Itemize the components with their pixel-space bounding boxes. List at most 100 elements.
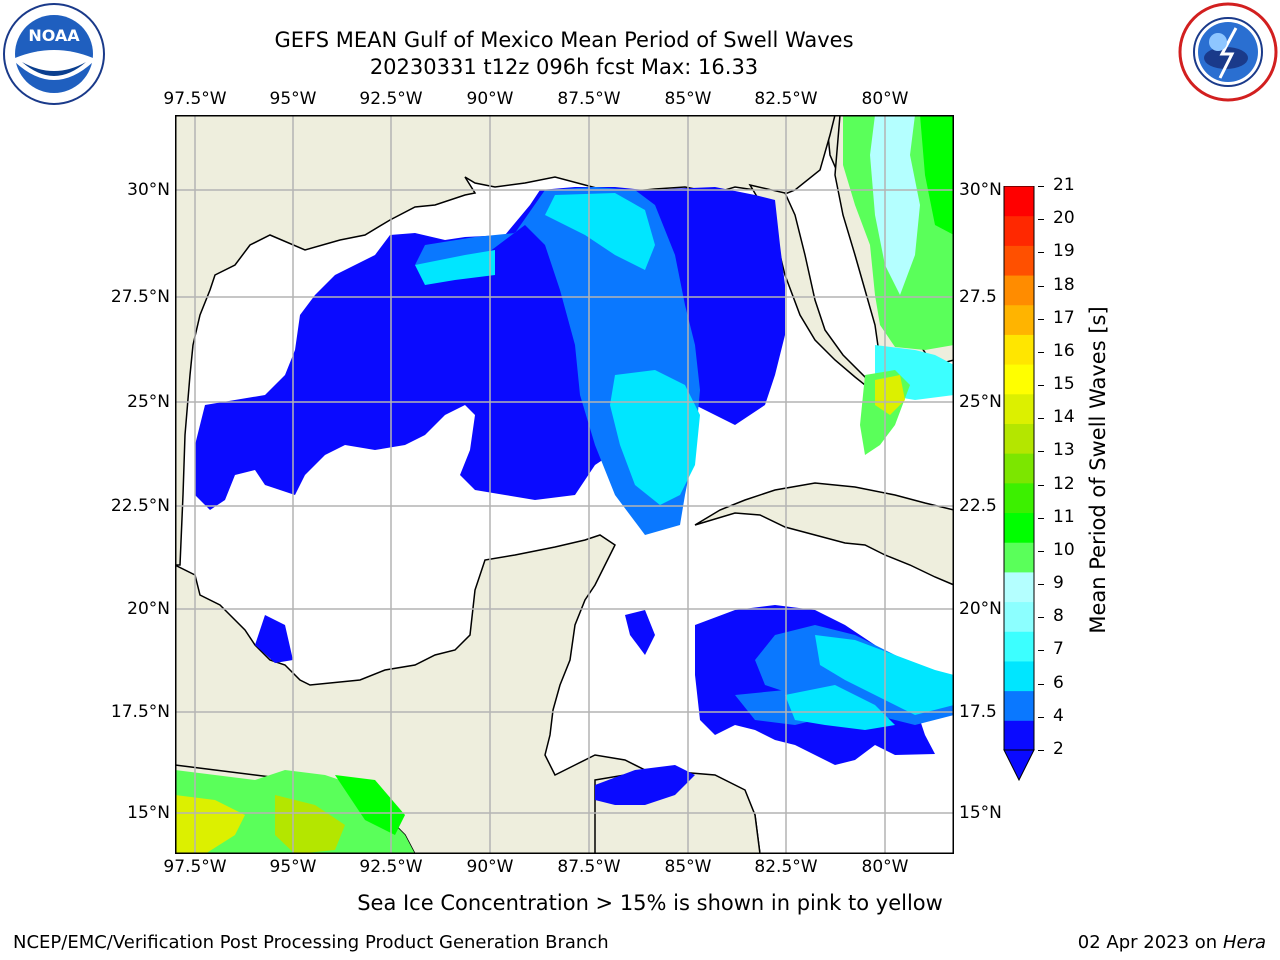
lon-label: 92.5°W bbox=[359, 857, 423, 877]
colorbar-tick-mark bbox=[1038, 252, 1044, 254]
colorbar-tick-label: 15 bbox=[1053, 374, 1075, 395]
lon-label: 80°W bbox=[861, 89, 909, 109]
lon-label: 87.5°W bbox=[557, 857, 621, 877]
lat-label: 30°N bbox=[959, 180, 1002, 200]
colorbar-swatch bbox=[1004, 393, 1034, 424]
colorbar-tick-label: 4 bbox=[1053, 705, 1064, 726]
lat-label: 27.5°N bbox=[110, 287, 170, 307]
colorbar-tick-mark bbox=[1038, 451, 1044, 453]
lon-label: 90°W bbox=[466, 857, 514, 877]
colorbar-scale bbox=[1003, 185, 1035, 782]
colorbar-swatch bbox=[1004, 245, 1034, 276]
colorbar-tick-label: 6 bbox=[1053, 672, 1064, 693]
lat-label: 20°N bbox=[959, 599, 1002, 619]
colorbar-tick-label: 20 bbox=[1053, 208, 1075, 229]
colorbar-swatch bbox=[1004, 690, 1034, 721]
lon-label: 82.5°W bbox=[754, 89, 818, 109]
colorbar-tick-mark bbox=[1038, 186, 1044, 187]
colorbar-swatch bbox=[1004, 453, 1034, 484]
colorbar-tick-mark bbox=[1038, 716, 1044, 718]
colorbar-tick-label: 10 bbox=[1053, 539, 1075, 560]
lat-label: 25°N bbox=[127, 392, 170, 412]
colorbar-swatch bbox=[1004, 423, 1034, 454]
lat-label: 15°N bbox=[959, 803, 1002, 823]
lat-label: 22.5 bbox=[959, 496, 997, 516]
colorbar-swatch bbox=[1004, 186, 1034, 217]
lat-label: 17.5 bbox=[959, 702, 997, 722]
lon-label: 82.5°W bbox=[754, 857, 818, 877]
colorbar-tick-mark bbox=[1038, 418, 1044, 420]
colorbar-outline bbox=[1003, 185, 1035, 751]
colorbar-tick-mark bbox=[1038, 285, 1044, 287]
lon-label: 87.5°W bbox=[557, 89, 621, 109]
graticule bbox=[175, 115, 954, 854]
colorbar-tick-label: 13 bbox=[1053, 440, 1075, 461]
lat-label: 15°N bbox=[127, 803, 170, 823]
colorbar-tick-label: 12 bbox=[1053, 473, 1075, 494]
map-canvas bbox=[175, 115, 954, 854]
land-cuba bbox=[694, 482, 954, 586]
colorbar-swatch bbox=[1004, 304, 1034, 335]
lat-label: 17.5°N bbox=[110, 702, 170, 722]
colorbar-swatch bbox=[1004, 660, 1034, 692]
sea-ice-note: Sea Ice Concentration > 15% is shown in … bbox=[357, 891, 943, 915]
lon-label: 95°W bbox=[269, 89, 317, 109]
colorbar-tick-label: 21 bbox=[1053, 175, 1075, 195]
colorbar-swatch bbox=[1004, 334, 1034, 365]
colorbar-label: Mean Period of Swell Waves [s] bbox=[1086, 306, 1110, 634]
colorbar-tick-mark bbox=[1038, 650, 1044, 652]
colorbar-tick-label: 11 bbox=[1053, 506, 1075, 527]
colorbar-tick-label: 7 bbox=[1053, 639, 1064, 660]
chart-subtitle: 20230331 t12z 096h fcst Max: 16.33 bbox=[369, 55, 759, 79]
swell-6-7s bbox=[415, 193, 954, 730]
footer-left: NCEP/EMC/Verification Post Processing Pr… bbox=[13, 932, 609, 953]
noaa-logo: NOAA bbox=[2, 2, 106, 106]
colorbar-swatch bbox=[1004, 720, 1034, 751]
map-panel bbox=[175, 115, 954, 854]
colorbar-swatch bbox=[1004, 275, 1034, 306]
lon-label: 85°W bbox=[664, 89, 712, 109]
lon-label: 80°W bbox=[861, 857, 909, 877]
colorbar-tick-label: 9 bbox=[1053, 573, 1064, 594]
lon-label: 92.5°W bbox=[359, 89, 423, 109]
colorbar-tick-mark bbox=[1038, 550, 1044, 552]
footer-host: Hera bbox=[1222, 932, 1266, 953]
colorbar-tick-mark bbox=[1038, 219, 1044, 221]
lat-label: 22.5°N bbox=[110, 496, 170, 516]
lat-label: 30°N bbox=[127, 180, 170, 200]
colorbar-tick-mark bbox=[1038, 683, 1044, 685]
colorbar-tick-label: 8 bbox=[1053, 606, 1064, 627]
colorbar-tick-mark bbox=[1038, 617, 1044, 619]
colorbar bbox=[1000, 185, 1040, 786]
colorbar-tick-label: 2 bbox=[1053, 739, 1064, 759]
colorbar-swatch bbox=[1004, 601, 1034, 632]
lon-label: 97.5°W bbox=[163, 89, 227, 109]
colorbar-swatch bbox=[1004, 364, 1034, 395]
lon-label: 97.5°W bbox=[163, 857, 227, 877]
colorbar-tick-mark bbox=[1038, 351, 1044, 353]
footer-right: 02 Apr 2023 on Hera bbox=[1078, 932, 1266, 953]
colorbar-tick-mark bbox=[1038, 385, 1044, 387]
colorbar-swatch bbox=[1004, 571, 1034, 603]
colorbar-swatch bbox=[1004, 512, 1034, 543]
colorbar-swatch bbox=[1004, 482, 1034, 514]
colorbar-tick-mark bbox=[1038, 517, 1044, 519]
colorbar-swatch bbox=[1004, 542, 1034, 573]
nws-logo bbox=[1178, 2, 1278, 102]
colorbar-tick-label: 14 bbox=[1053, 407, 1075, 428]
colorbar-swatch bbox=[1004, 215, 1034, 246]
lon-label: 85°W bbox=[664, 857, 712, 877]
noaa-logo-text: NOAA bbox=[28, 26, 80, 45]
footer-date: 02 Apr 2023 on bbox=[1077, 932, 1223, 953]
colorbar-tick-label: 17 bbox=[1053, 307, 1075, 328]
colorbar-tick-mark bbox=[1038, 584, 1044, 586]
chart-title: GEFS MEAN Gulf of Mexico Mean Period of … bbox=[274, 28, 854, 52]
lon-label: 95°W bbox=[269, 857, 317, 877]
colorbar-tick-mark bbox=[1038, 750, 1044, 751]
lat-label: 25°N bbox=[959, 392, 1002, 412]
colorbar-tick-label: 16 bbox=[1053, 340, 1075, 361]
map-frame bbox=[175, 115, 954, 854]
colorbar-tick-mark bbox=[1038, 318, 1044, 320]
colorbar-tick-mark bbox=[1038, 484, 1044, 486]
lon-label: 90°W bbox=[466, 89, 514, 109]
